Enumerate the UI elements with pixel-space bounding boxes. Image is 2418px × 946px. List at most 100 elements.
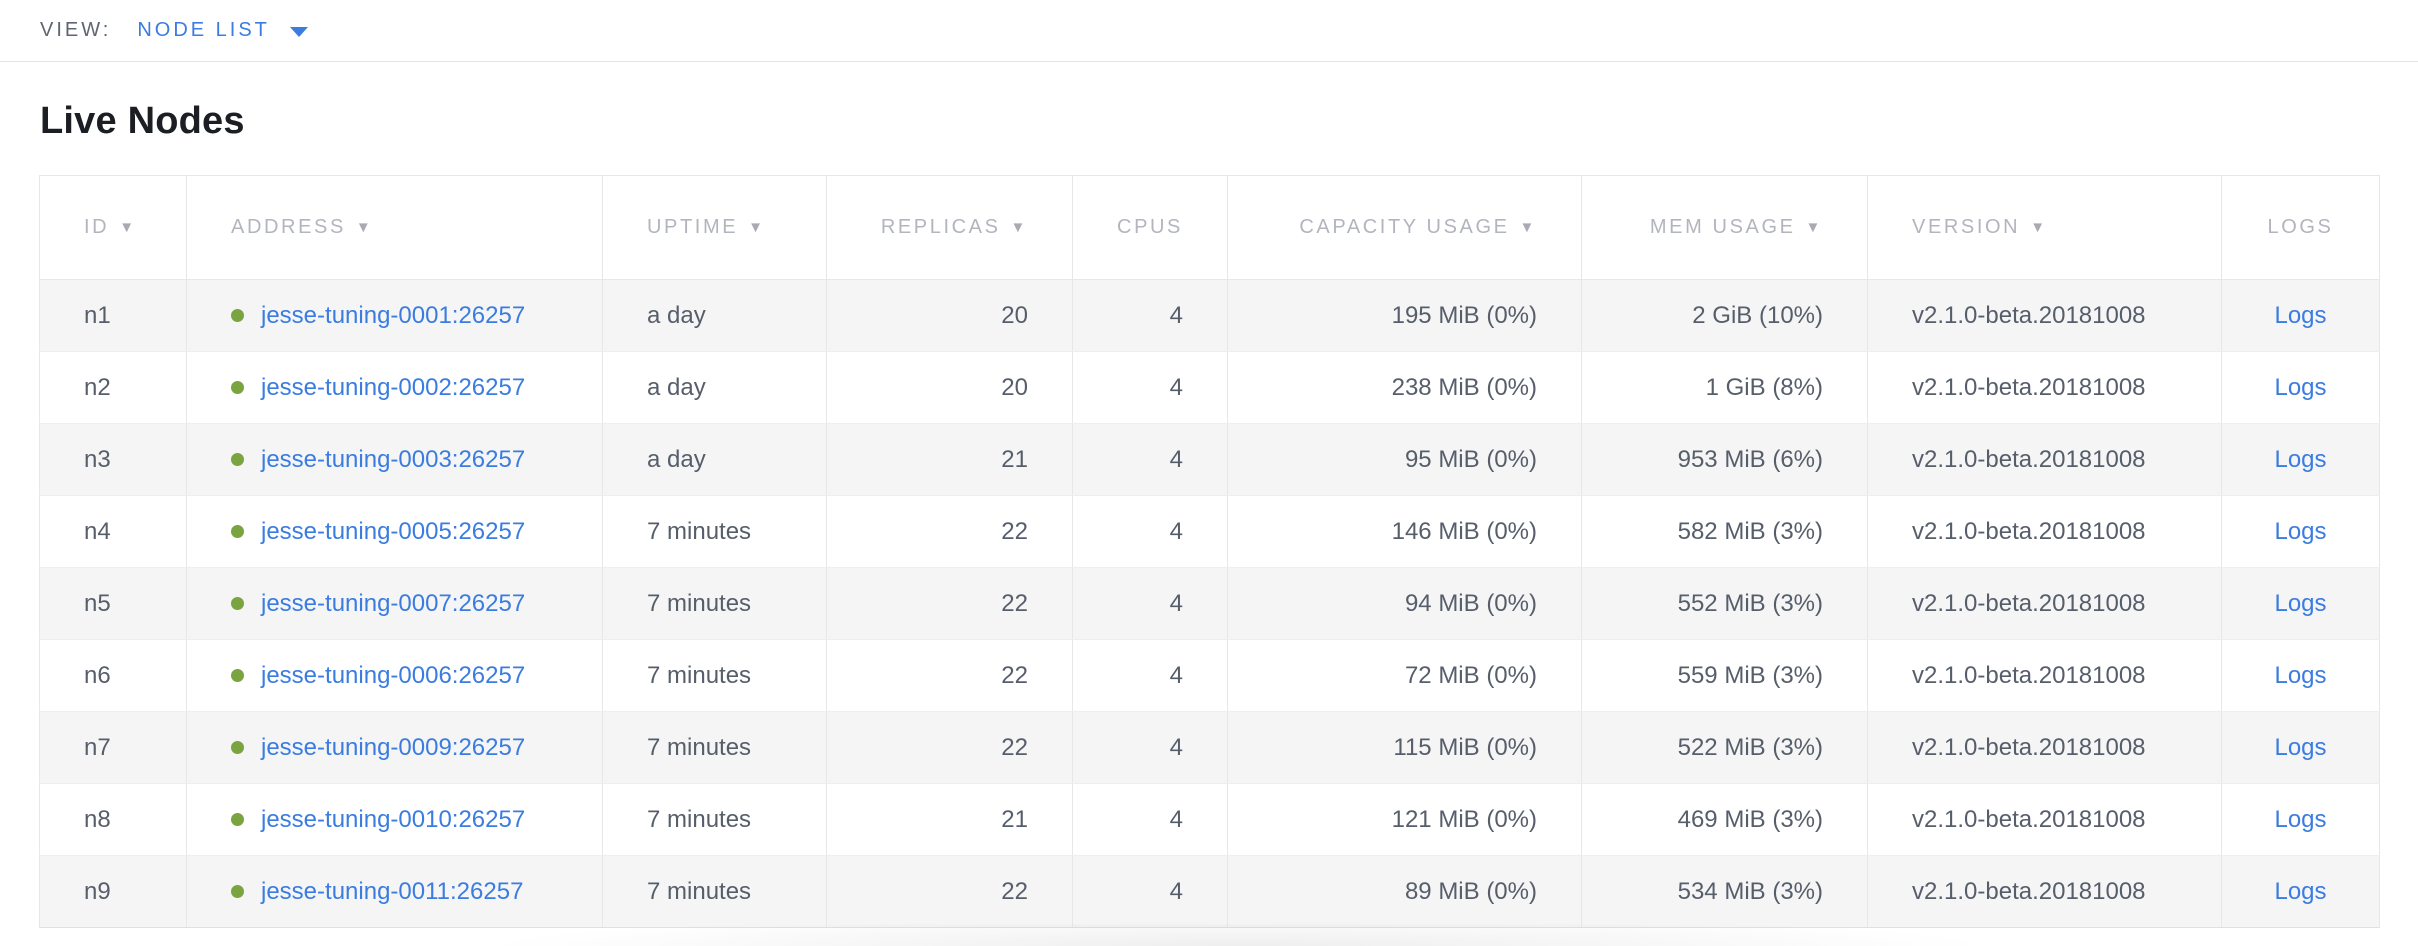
node-row-n7: n7 jesse-tuning-0009:26257 7 minutes 22 4 115… [39,711,2380,784]
logs-link[interactable]: Logs [2274,661,2327,689]
cell-logs: Logs [2221,567,2380,640]
cell-logs: Logs [2221,423,2380,496]
view-selector-bar: VIEW: NODE LIST [0,0,2418,62]
cell-id: n5 [39,567,187,640]
cell-mem: 552 MiB (3%) [1581,567,1868,640]
logs-link[interactable]: Logs [2274,877,2327,905]
cell-replicas: 21 [826,423,1073,496]
live-status-dot [231,668,244,682]
column-header-logs[interactable]: LOGS [2221,175,2380,280]
sort-desc-icon: ▼ [748,219,766,236]
cell-replicas: 22 [826,855,1073,928]
live-nodes-table: ID ▼ ADDRESS ▼ UPTIME ▼ REPLICAS ▼ CPUS CAPACITY … [39,175,2380,928]
logs-link[interactable]: Logs [2274,589,2327,617]
sort-desc-icon: ▼ [1010,219,1028,236]
cell-id: n4 [39,495,187,568]
node-address-link[interactable]: jesse-tuning-0005:26257 [261,517,526,545]
cell-uptime: 7 minutes [602,783,827,856]
cell-uptime: 7 minutes [602,567,827,640]
cell-logs: Logs [2221,279,2380,352]
logs-link[interactable]: Logs [2274,445,2327,473]
cell-mem: 1 GiB (8%) [1581,351,1868,424]
cell-version: v2.1.0-beta.20181008 [1867,711,2222,784]
page-bottom-shadow [505,924,1975,946]
cell-replicas: 20 [826,279,1073,352]
cell-uptime: a day [602,279,827,352]
logs-link[interactable]: Logs [2274,517,2327,545]
cell-version: v2.1.0-beta.20181008 [1867,423,2222,496]
cell-version: v2.1.0-beta.20181008 [1867,783,2222,856]
cell-capacity: 94 MiB (0%) [1227,567,1582,640]
cell-logs: Logs [2221,495,2380,568]
column-header-version[interactable]: VERSION ▼ [1867,175,2222,280]
column-header-cpus[interactable]: CPUS [1072,175,1228,280]
live-status-dot [231,740,244,754]
node-address-link[interactable]: jesse-tuning-0001:26257 [261,301,526,329]
cell-address: jesse-tuning-0001:26257 [186,279,603,352]
node-row-n4: n4 jesse-tuning-0005:26257 7 minutes 22 4 146… [39,495,2380,568]
live-status-dot [231,308,244,322]
live-status-dot [231,452,244,466]
cell-id: n1 [39,279,187,352]
column-header-address[interactable]: ADDRESS ▼ [186,175,603,280]
cell-logs: Logs [2221,711,2380,784]
view-dropdown[interactable]: NODE LIST [137,19,308,42]
cell-version: v2.1.0-beta.20181008 [1867,495,2222,568]
cell-cpus: 4 [1072,279,1228,352]
sort-desc-icon: ▼ [1805,219,1823,236]
node-row-n5: n5 jesse-tuning-0007:26257 7 minutes 22 4 94 … [39,567,2380,640]
column-header-label: ADDRESS [231,216,346,238]
cell-address: jesse-tuning-0006:26257 [186,639,603,712]
node-address-link[interactable]: jesse-tuning-0003:26257 [261,445,526,473]
node-address-link[interactable]: jesse-tuning-0009:26257 [261,733,526,761]
cell-version: v2.1.0-beta.20181008 [1867,855,2222,928]
cell-uptime: 7 minutes [602,639,827,712]
cell-capacity: 195 MiB (0%) [1227,279,1582,352]
cell-replicas: 22 [826,711,1073,784]
cell-capacity: 95 MiB (0%) [1227,423,1582,496]
node-row-n2: n2 jesse-tuning-0002:26257 a day 20 4 238 MiB… [39,351,2380,424]
logs-link[interactable]: Logs [2274,805,2327,833]
cell-cpus: 4 [1072,711,1228,784]
cell-mem: 559 MiB (3%) [1581,639,1868,712]
column-header-label: REPLICAS [880,216,1001,238]
cell-cpus: 4 [1072,351,1228,424]
cell-replicas: 21 [826,783,1073,856]
cell-version: v2.1.0-beta.20181008 [1867,567,2222,640]
cell-address: jesse-tuning-0010:26257 [186,783,603,856]
sort-desc-icon: ▼ [355,219,374,236]
column-header-label: LOGS [2267,216,2334,238]
column-header-mem[interactable]: MEM USAGE ▼ [1581,175,1868,280]
cell-mem: 469 MiB (3%) [1581,783,1868,856]
node-address-link[interactable]: jesse-tuning-0010:26257 [261,805,526,833]
node-address-link[interactable]: jesse-tuning-0011:26257 [261,877,524,905]
cell-cpus: 4 [1072,855,1228,928]
cell-mem: 522 MiB (3%) [1581,711,1868,784]
cell-logs: Logs [2221,855,2380,928]
cell-uptime: 7 minutes [602,495,827,568]
node-row-n3: n3 jesse-tuning-0003:26257 a day 21 4 95 MiB … [39,423,2380,496]
cell-cpus: 4 [1072,423,1228,496]
logs-link[interactable]: Logs [2274,373,2327,401]
column-header-label: UPTIME [647,216,739,238]
column-header-label: ID [84,216,110,238]
column-header-capacity[interactable]: CAPACITY USAGE ▼ [1227,175,1582,280]
node-address-link[interactable]: jesse-tuning-0007:26257 [261,589,526,617]
node-row-n6: n6 jesse-tuning-0006:26257 7 minutes 22 4 72 … [39,639,2380,712]
column-header-uptime[interactable]: UPTIME ▼ [602,175,827,280]
cell-replicas: 22 [826,495,1073,568]
logs-link[interactable]: Logs [2274,733,2327,761]
caret-down-icon [289,26,308,37]
column-header-replicas[interactable]: REPLICAS ▼ [826,175,1073,280]
cell-version: v2.1.0-beta.20181008 [1867,351,2222,424]
node-address-link[interactable]: jesse-tuning-0002:26257 [261,373,526,401]
column-header-id[interactable]: ID ▼ [39,175,187,280]
logs-link[interactable]: Logs [2274,301,2327,329]
cell-uptime: 7 minutes [602,855,827,928]
cell-address: jesse-tuning-0009:26257 [186,711,603,784]
cell-logs: Logs [2221,351,2380,424]
node-address-link[interactable]: jesse-tuning-0006:26257 [261,661,526,689]
cell-capacity: 238 MiB (0%) [1227,351,1582,424]
cell-mem: 534 MiB (3%) [1581,855,1868,928]
cell-mem: 953 MiB (6%) [1581,423,1868,496]
